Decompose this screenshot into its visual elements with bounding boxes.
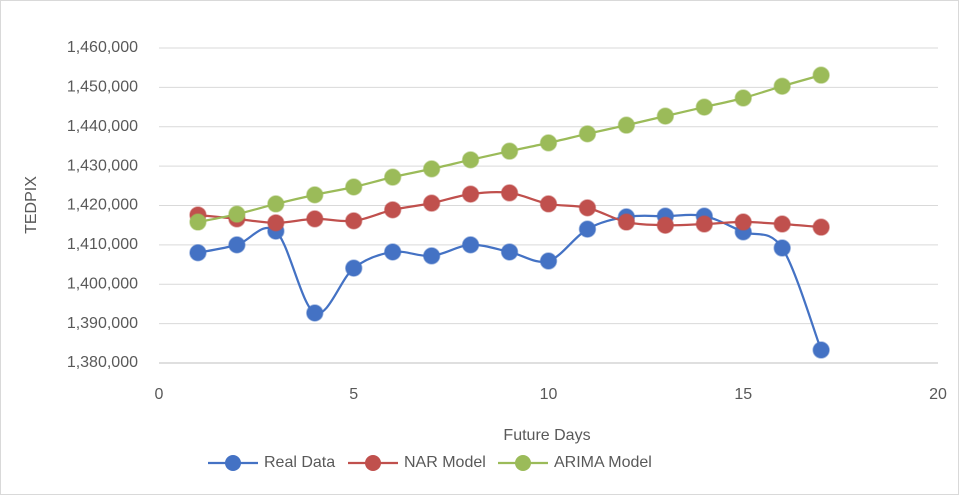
data-point [306, 304, 324, 322]
y-tick-label: 1,440,000 [67, 118, 138, 135]
data-point [422, 194, 441, 212]
data-point [306, 186, 324, 204]
data-point [500, 142, 519, 160]
legend-item: Real Data [208, 454, 335, 471]
data-point [812, 66, 830, 84]
y-tick-label: 1,380,000 [67, 354, 138, 371]
legend-marker [515, 455, 531, 471]
data-point [734, 213, 752, 231]
data-point [345, 259, 363, 277]
data-point [734, 89, 752, 107]
data-point [500, 243, 519, 261]
data-point [695, 215, 714, 233]
y-tick-label: 1,430,000 [67, 157, 138, 174]
data-point [422, 247, 441, 265]
legend-marker [225, 455, 241, 471]
x-tick-label: 10 [540, 386, 558, 403]
data-point [461, 151, 480, 169]
data-point [539, 134, 558, 152]
x-tick-label: 5 [349, 386, 358, 403]
y-axis-title: TEDPIX [23, 176, 40, 234]
legend-label: Real Data [264, 454, 335, 471]
data-point [461, 236, 480, 254]
x-tick-label: 0 [155, 386, 164, 403]
x-axis-title: Future Days [503, 427, 590, 444]
data-point [773, 239, 791, 257]
data-point [345, 178, 363, 196]
data-point [578, 220, 597, 238]
y-tick-label: 1,400,000 [67, 275, 138, 292]
x-tick-label: 15 [734, 386, 752, 403]
data-point [500, 184, 519, 202]
legend-item: ARIMA Model [498, 454, 652, 471]
data-point [228, 205, 246, 223]
data-point [383, 201, 402, 219]
data-point [656, 107, 675, 125]
data-point [812, 218, 830, 236]
data-point [345, 212, 363, 230]
legend-item: NAR Model [348, 454, 486, 471]
data-point [267, 214, 285, 232]
y-tick-label: 1,390,000 [67, 315, 138, 332]
y-tick-label: 1,460,000 [67, 39, 138, 56]
data-point [228, 236, 246, 254]
data-point [617, 116, 636, 134]
data-point [461, 185, 480, 203]
data-point [189, 244, 207, 262]
data-point [578, 199, 597, 217]
y-tick-label: 1,450,000 [67, 79, 138, 96]
data-point [617, 213, 636, 231]
data-point [773, 77, 791, 95]
data-point [422, 160, 441, 178]
data-point [656, 216, 675, 234]
y-tick-label: 1,410,000 [67, 236, 138, 253]
data-point [812, 341, 830, 359]
x-tick-label: 20 [929, 386, 947, 403]
data-point [383, 168, 402, 186]
y-tick-label: 1,420,000 [67, 197, 138, 214]
data-point [773, 215, 791, 233]
data-point [267, 195, 285, 213]
data-point [306, 210, 324, 228]
data-point [539, 195, 558, 213]
data-point [189, 213, 207, 231]
legend-label: NAR Model [404, 454, 486, 471]
data-point [578, 125, 597, 143]
data-point [539, 252, 558, 270]
data-point [695, 98, 714, 116]
legend-marker [365, 455, 381, 471]
data-point [383, 243, 402, 261]
legend-label: ARIMA Model [554, 454, 652, 471]
